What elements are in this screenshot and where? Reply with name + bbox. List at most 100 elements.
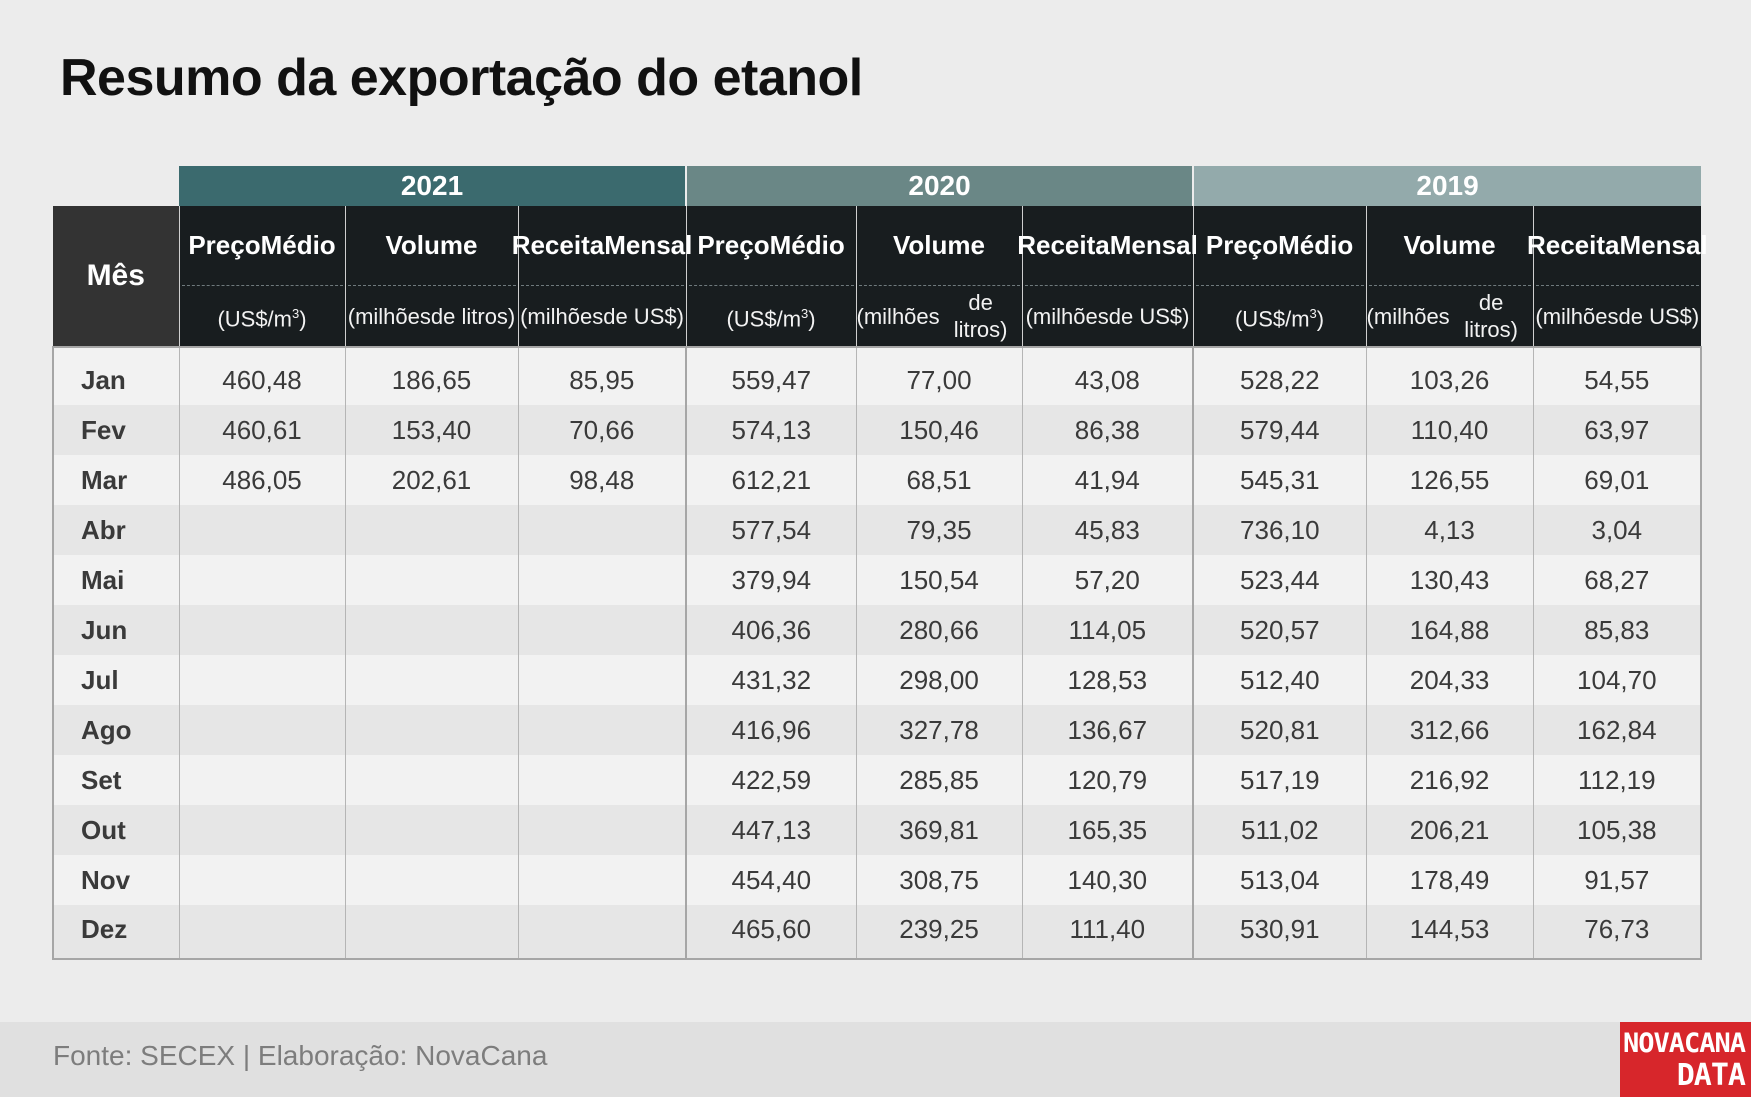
header-receita-line2: Mensal xyxy=(1619,230,1708,260)
table-cell xyxy=(178,655,345,705)
header-receita-unit2: de US$) xyxy=(1618,303,1700,329)
table-cell xyxy=(344,555,518,605)
table-cell: 298,00 xyxy=(855,655,1023,705)
source-note: Fonte: SECEX | Elaboração: NovaCana xyxy=(53,1040,548,1071)
table-cell: 454,40 xyxy=(685,855,857,905)
header-preco-line1: Preço xyxy=(188,230,261,260)
month-label: Out xyxy=(52,805,179,855)
header-receita-unit1: (milhões xyxy=(1025,303,1109,329)
table-cell: 85,95 xyxy=(517,346,687,405)
table-cell xyxy=(517,855,687,905)
table-cell: 68,27 xyxy=(1532,555,1703,605)
table-row: Jan 460,48 186,65 85,95 559,47 77,00 43,08 528,… xyxy=(52,346,1703,405)
table-cell: 545,31 xyxy=(1192,455,1367,505)
table-cell xyxy=(344,755,518,805)
table-cell: 79,35 xyxy=(855,505,1023,555)
table-cell: 447,13 xyxy=(685,805,857,855)
column-header-receita-2021: Receita Mensal (milhões de US$) xyxy=(512,206,692,347)
table-row: Nov 454,40 308,75 140,30 513,04 178,49 91,57 xyxy=(52,855,1703,905)
table-cell: 76,73 xyxy=(1532,905,1703,960)
table-cell xyxy=(517,605,687,655)
table-cell: 112,19 xyxy=(1532,755,1703,805)
table-cell: 3,04 xyxy=(1532,505,1703,555)
table-cell: 54,55 xyxy=(1532,346,1703,405)
export-table-container: 2021 2020 2019 Mês Preço Médio (US$/m3) Vol… xyxy=(52,166,1708,960)
header-receita-line2: Mensal xyxy=(604,230,693,260)
table-cell: 204,33 xyxy=(1365,655,1534,705)
month-label: Nov xyxy=(52,855,179,905)
table-cell: 105,38 xyxy=(1532,805,1703,855)
column-header-row: Mês Preço Médio (US$/m3) Volume (milhões de l… xyxy=(53,206,1708,347)
header-receita-line1: Receita xyxy=(1526,230,1620,260)
table-row: Dez 465,60 239,25 111,40 530,91 144,53 76,73 xyxy=(52,905,1703,960)
table-cell: 559,47 xyxy=(685,346,857,405)
table-cell: 4,13 xyxy=(1365,505,1534,555)
table-cell: 140,30 xyxy=(1021,855,1194,905)
table-cell: 422,59 xyxy=(685,755,857,805)
table-row: Ago 416,96 327,78 136,67 520,81 312,66 162,84 xyxy=(52,705,1703,755)
table-cell: 57,20 xyxy=(1021,555,1194,605)
export-table: 2021 2020 2019 Mês Preço Médio (US$/m3) Vol… xyxy=(52,166,1708,960)
table-cell: 202,61 xyxy=(344,455,518,505)
table-cell xyxy=(517,655,687,705)
table-cell: 162,84 xyxy=(1532,705,1703,755)
footer-bar: Fonte: SECEX | Elaboração: NovaCana NOVA… xyxy=(0,1022,1751,1097)
novacana-data-logo: NOVACANA DATA xyxy=(1620,1022,1751,1097)
header-receita-line2: Mensal xyxy=(1109,230,1198,260)
table-cell: 43,08 xyxy=(1021,346,1194,405)
table-cell: 416,96 xyxy=(685,705,857,755)
table-cell: 91,57 xyxy=(1532,855,1703,905)
month-column-header: Mês xyxy=(53,206,179,347)
table-row: Jul 431,32 298,00 128,53 512,40 204,33 104,70 xyxy=(52,655,1703,705)
table-cell xyxy=(178,605,345,655)
logo-line-2: DATA xyxy=(1676,1057,1746,1093)
table-cell: 150,46 xyxy=(855,405,1023,455)
table-cell: 45,83 xyxy=(1021,505,1194,555)
table-cell: 520,57 xyxy=(1192,605,1367,655)
table-cell: 77,00 xyxy=(855,346,1023,405)
table-row: Mar 486,05 202,61 98,48 612,21 68,51 41,94 545,… xyxy=(52,455,1703,505)
year-header-2021: 2021 xyxy=(179,166,687,206)
table-cell: 120,79 xyxy=(1021,755,1194,805)
month-label: Mai xyxy=(52,555,179,605)
column-header-volume-2020: Volume (milhões de litros) xyxy=(855,206,1023,347)
table-cell: 520,81 xyxy=(1192,705,1367,755)
header-volume: Volume xyxy=(893,230,985,260)
month-label: Ago xyxy=(52,705,179,755)
table-cell xyxy=(344,905,518,960)
year-header-blank xyxy=(53,166,179,206)
table-cell xyxy=(344,605,518,655)
header-receita-unit2: de US$) xyxy=(1108,303,1190,329)
header-receita-line1: Receita xyxy=(511,230,605,260)
year-header-2019: 2019 xyxy=(1192,166,1702,206)
month-label: Mar xyxy=(52,455,179,505)
table-cell: 128,53 xyxy=(1021,655,1194,705)
table-row: Abr 577,54 79,35 45,83 736,10 4,13 3,04 xyxy=(52,505,1703,555)
table-cell: 736,10 xyxy=(1192,505,1367,555)
table-cell: 379,94 xyxy=(685,555,857,605)
table-cell: 327,78 xyxy=(855,705,1023,755)
year-header-row: 2021 2020 2019 xyxy=(53,166,1702,206)
year-header-2020: 2020 xyxy=(685,166,1194,206)
table-cell: 406,36 xyxy=(685,605,857,655)
table-cell: 85,83 xyxy=(1532,605,1703,655)
table-row: Mai 379,94 150,54 57,20 523,44 130,43 68,27 xyxy=(52,555,1703,605)
table-row: Jun 406,36 280,66 114,05 520,57 164,88 85,83 xyxy=(52,605,1703,655)
header-volume: Volume xyxy=(1403,230,1496,260)
table-cell: 511,02 xyxy=(1192,805,1367,855)
header-volume: Volume xyxy=(385,230,478,260)
table-cell: 369,81 xyxy=(855,805,1023,855)
header-volume-unit1: (milhões xyxy=(1366,303,1450,329)
table-cell xyxy=(517,705,687,755)
table-cell: 431,32 xyxy=(685,655,857,705)
table-cell: 528,22 xyxy=(1192,346,1367,405)
table-cell: 111,40 xyxy=(1021,905,1194,960)
table-cell: 165,35 xyxy=(1021,805,1194,855)
month-label: Jun xyxy=(52,605,179,655)
table-cell: 150,54 xyxy=(855,555,1023,605)
table-cell: 130,43 xyxy=(1365,555,1534,605)
table-cell xyxy=(178,705,345,755)
column-header-volume-2019: Volume (milhões de litros) xyxy=(1365,206,1534,347)
table-cell: 465,60 xyxy=(685,905,857,960)
table-cell: 577,54 xyxy=(685,505,857,555)
